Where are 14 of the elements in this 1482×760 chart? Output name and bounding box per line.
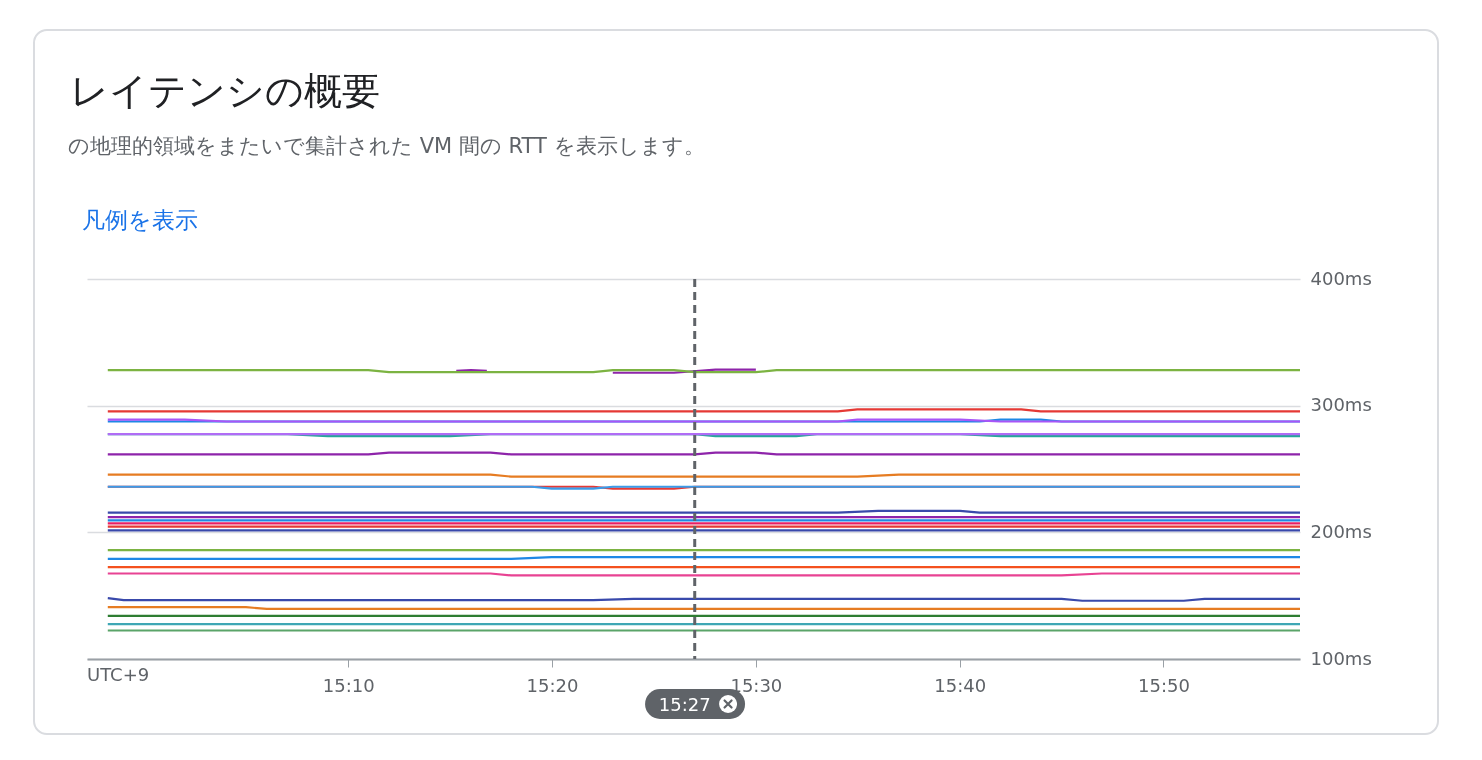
x-tick-label: 15:30 <box>730 674 783 696</box>
y-tick-label: 300ms <box>1310 394 1372 416</box>
x-tick-label: 15:40 <box>934 674 987 696</box>
y-tick-label: 200ms <box>1310 520 1372 542</box>
text: UTC+9 <box>87 664 150 685</box>
x-tick-label: 15:20 <box>526 674 579 696</box>
y-tick-label: 400ms <box>1310 267 1372 289</box>
text: 凡例を表示 <box>82 206 198 235</box>
x-tick-label: 15:10 <box>322 674 375 696</box>
ref-line-label: 15:27 <box>658 693 711 715</box>
chart-title: レイテンシの概要 <box>70 68 380 115</box>
x-tick-label: 15:50 <box>1137 674 1190 696</box>
chart-subtitle: の地理的領域をまたいで集計された VM 間の RTT を表示します。 <box>68 133 705 160</box>
y-tick-label: 100ms <box>1310 647 1372 669</box>
